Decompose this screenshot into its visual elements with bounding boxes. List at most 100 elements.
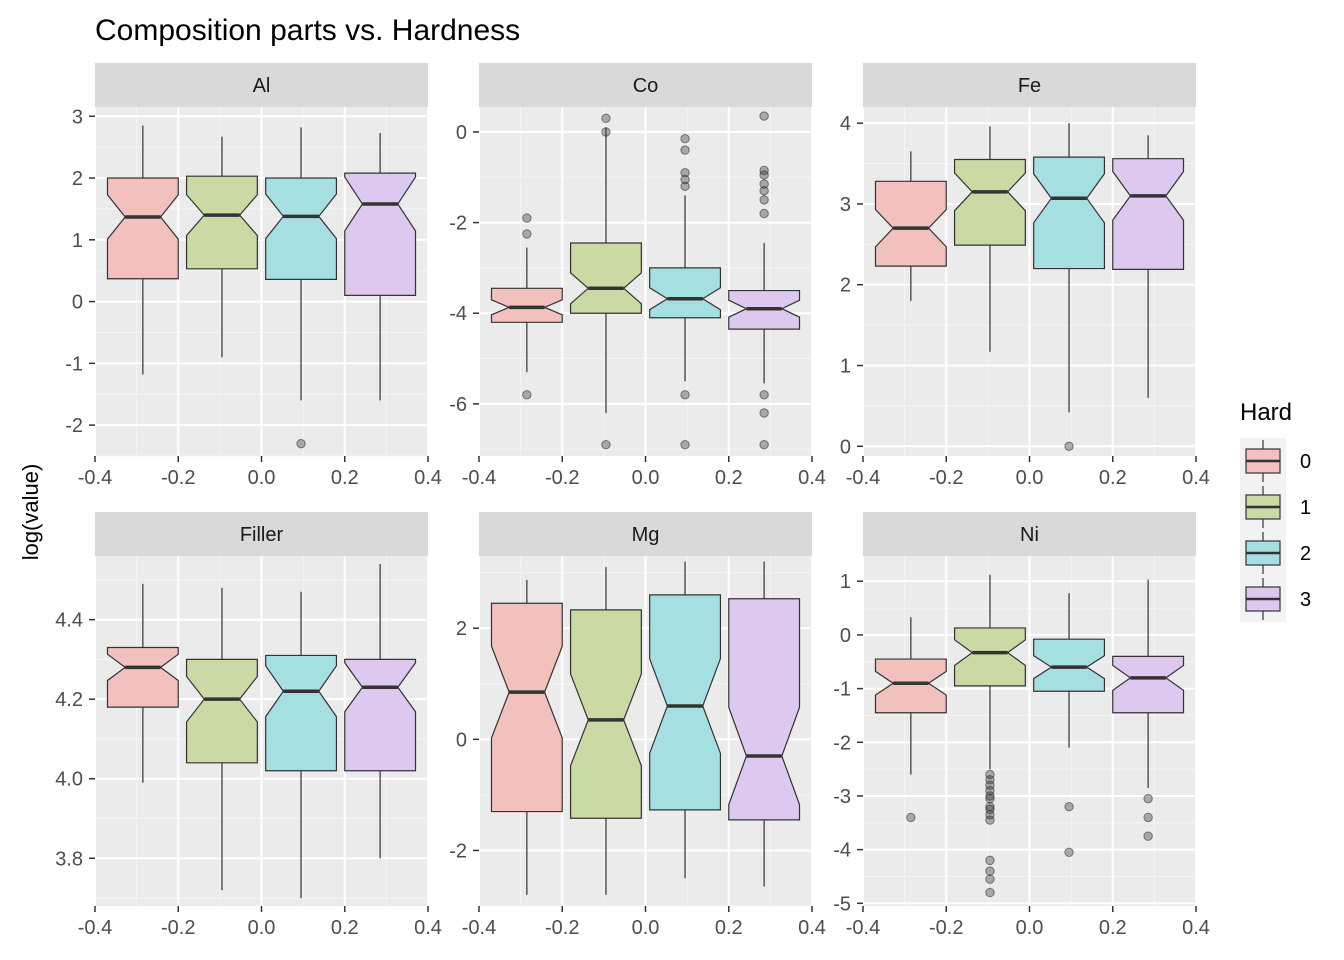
x-tick-label: 0.4 (798, 467, 826, 489)
facet-strip-label: Co (633, 75, 659, 97)
box-group-2 (1033, 123, 1106, 452)
outlier-point (906, 812, 916, 823)
y-tick-label: -2 (833, 732, 851, 754)
facet-strip (95, 512, 428, 556)
outlier-point (1143, 831, 1153, 841)
outlier-point (680, 181, 690, 192)
x-tick-label: 0.2 (1099, 917, 1127, 939)
box-group-1 (953, 574, 1026, 898)
facet-strip-label: Al (253, 75, 271, 97)
box-group-3 (728, 111, 801, 450)
outlier-point (680, 439, 690, 450)
legend-label: 0 (1300, 451, 1311, 473)
x-tick-label: 0.0 (632, 917, 660, 939)
x-tick-label: -0.4 (846, 467, 880, 489)
x-tick-label: 0.4 (1182, 917, 1210, 939)
outlier-point (1064, 441, 1074, 452)
x-tick-label: -0.4 (78, 917, 112, 939)
box-body (649, 594, 722, 811)
outlier-point (985, 887, 995, 898)
facet-ni: Ni -0.4 -0.2 0.0 0.2 0.4 1 0 -1 -2 -3 -4 -5 (833, 512, 1210, 939)
x-tick-label: 0.0 (1016, 467, 1044, 489)
box-body (490, 287, 563, 323)
box-body (185, 658, 258, 764)
x-tick-label: 0.0 (248, 467, 276, 489)
box-body (1112, 158, 1185, 270)
outlier-point (680, 174, 690, 185)
legend-key-1 (1240, 484, 1286, 530)
facet-fe: Fe -0.4 -0.2 0.0 0.2 0.4 4 3 2 1 0 (840, 63, 1210, 489)
outlier-point (680, 134, 690, 144)
outlier-point (985, 866, 995, 876)
x-tick-label: -0.4 (462, 917, 496, 939)
y-tick-label: 2 (840, 275, 851, 297)
box-group-1 (185, 587, 258, 891)
y-tick-label: 1 (840, 571, 851, 593)
y-tick-label: 0 (72, 292, 83, 314)
box-body (344, 172, 417, 296)
outlier-point (601, 127, 611, 137)
x-tick-label: 0.4 (1182, 467, 1210, 489)
facet-strip-label: Fe (1018, 75, 1041, 97)
box-body (874, 658, 947, 714)
box-body (106, 646, 179, 708)
y-tick-label: 4.4 (55, 610, 83, 632)
outlier-point (759, 186, 769, 196)
outlier-point (1064, 801, 1074, 812)
x-tick-label: -0.4 (78, 467, 112, 489)
outlier-point (985, 855, 995, 866)
y-tick-label: -1 (65, 353, 83, 375)
box-body (1033, 638, 1106, 692)
facet-strip (479, 63, 812, 107)
legend-key-2 (1240, 530, 1286, 576)
outlier-point (985, 874, 995, 884)
box-body (490, 602, 563, 813)
outlier-point (1143, 793, 1153, 804)
box-body (953, 627, 1026, 687)
y-tick-label: -6 (449, 394, 467, 416)
y-tick-label: -2 (449, 213, 467, 235)
y-tick-label: -3 (833, 786, 851, 808)
x-tick-label: -0.2 (929, 917, 963, 939)
y-tick-label: 4.2 (55, 689, 83, 711)
facet-strip (479, 512, 812, 556)
y-tick-label: 4.0 (55, 769, 83, 791)
y-tick-label: -2 (65, 415, 83, 437)
x-tick-label: -0.2 (161, 917, 195, 939)
outlier-point (522, 390, 532, 400)
outlier-point (601, 439, 611, 450)
box-group-2 (649, 561, 722, 879)
box-group-0 (490, 213, 563, 400)
facet-strip-label: Filler (240, 524, 284, 546)
box-group-0 (106, 125, 179, 375)
box-body (106, 177, 179, 280)
x-tick-label: 0.2 (331, 467, 359, 489)
y-tick-label: 0 (456, 122, 467, 144)
box-group-3 (1112, 579, 1185, 841)
legend-key-3 (1240, 576, 1286, 622)
outlier-point (601, 113, 611, 124)
x-tick-label: 0.4 (414, 917, 442, 939)
facet-strip-label: Mg (632, 524, 660, 546)
box-group-1 (569, 113, 642, 450)
outlier-point (1143, 812, 1153, 823)
facet-strip-label: Ni (1020, 524, 1039, 546)
box-group-2 (265, 591, 338, 899)
outlier-point (680, 390, 690, 400)
box-body (874, 180, 947, 267)
box-group-2 (265, 127, 338, 449)
legend: Hard 0 1 2 3 (1240, 399, 1311, 622)
outlier-point (985, 815, 995, 825)
facet-strip (863, 63, 1196, 107)
outlier-point (1064, 847, 1074, 858)
box-group-3 (1112, 135, 1185, 398)
box-group-3 (728, 561, 801, 887)
y-tick-label: 2 (456, 618, 467, 640)
y-tick-label: -4 (833, 840, 851, 862)
y-tick-label: 3.8 (55, 848, 83, 870)
legend-label: 2 (1300, 543, 1311, 565)
legend-key-0 (1240, 438, 1286, 484)
box-body (265, 177, 338, 280)
chart-title: Composition parts vs. Hardness (95, 14, 520, 47)
x-tick-label: 0.2 (331, 917, 359, 939)
